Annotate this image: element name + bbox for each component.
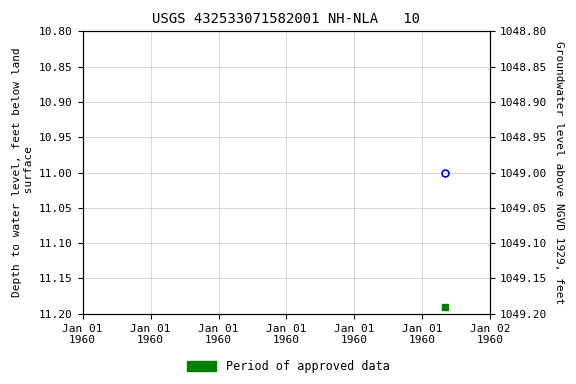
Title: USGS 432533071582001 NH-NLA   10: USGS 432533071582001 NH-NLA 10 [153, 12, 420, 26]
Y-axis label: Depth to water level, feet below land
 surface: Depth to water level, feet below land su… [12, 48, 33, 298]
Legend: Period of approved data: Period of approved data [182, 356, 394, 378]
Y-axis label: Groundwater level above NGVD 1929, feet: Groundwater level above NGVD 1929, feet [554, 41, 564, 304]
